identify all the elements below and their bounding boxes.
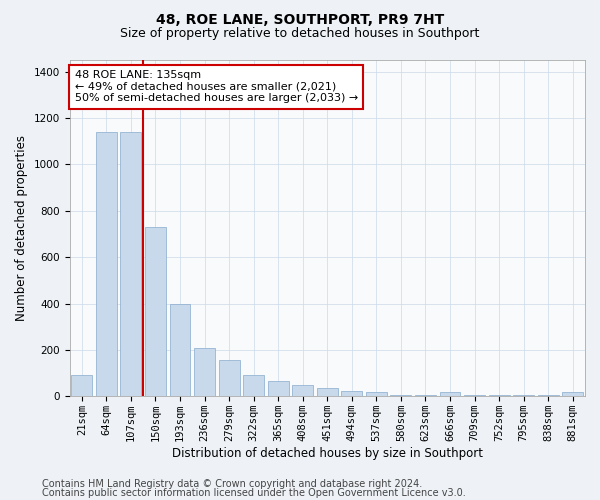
- Bar: [317, 388, 338, 396]
- Bar: [488, 395, 509, 396]
- Bar: [96, 132, 117, 396]
- Bar: [268, 381, 289, 396]
- Y-axis label: Number of detached properties: Number of detached properties: [15, 135, 28, 321]
- Bar: [218, 360, 239, 396]
- Bar: [415, 395, 436, 396]
- Bar: [513, 395, 534, 396]
- Bar: [562, 392, 583, 396]
- Bar: [121, 132, 142, 396]
- Bar: [243, 376, 264, 396]
- Bar: [366, 392, 387, 396]
- Bar: [170, 304, 190, 396]
- Text: 48, ROE LANE, SOUTHPORT, PR9 7HT: 48, ROE LANE, SOUTHPORT, PR9 7HT: [156, 12, 444, 26]
- Bar: [440, 392, 460, 396]
- Text: Size of property relative to detached houses in Southport: Size of property relative to detached ho…: [121, 28, 479, 40]
- Text: 48 ROE LANE: 135sqm
← 49% of detached houses are smaller (2,021)
50% of semi-det: 48 ROE LANE: 135sqm ← 49% of detached ho…: [74, 70, 358, 103]
- X-axis label: Distribution of detached houses by size in Southport: Distribution of detached houses by size …: [172, 447, 483, 460]
- Bar: [194, 348, 215, 397]
- Text: Contains public sector information licensed under the Open Government Licence v3: Contains public sector information licen…: [42, 488, 466, 498]
- Bar: [292, 384, 313, 396]
- Bar: [71, 376, 92, 396]
- Bar: [391, 395, 412, 396]
- Bar: [341, 390, 362, 396]
- Bar: [464, 395, 485, 396]
- Bar: [538, 395, 559, 396]
- Text: Contains HM Land Registry data © Crown copyright and database right 2024.: Contains HM Land Registry data © Crown c…: [42, 479, 422, 489]
- Bar: [145, 227, 166, 396]
